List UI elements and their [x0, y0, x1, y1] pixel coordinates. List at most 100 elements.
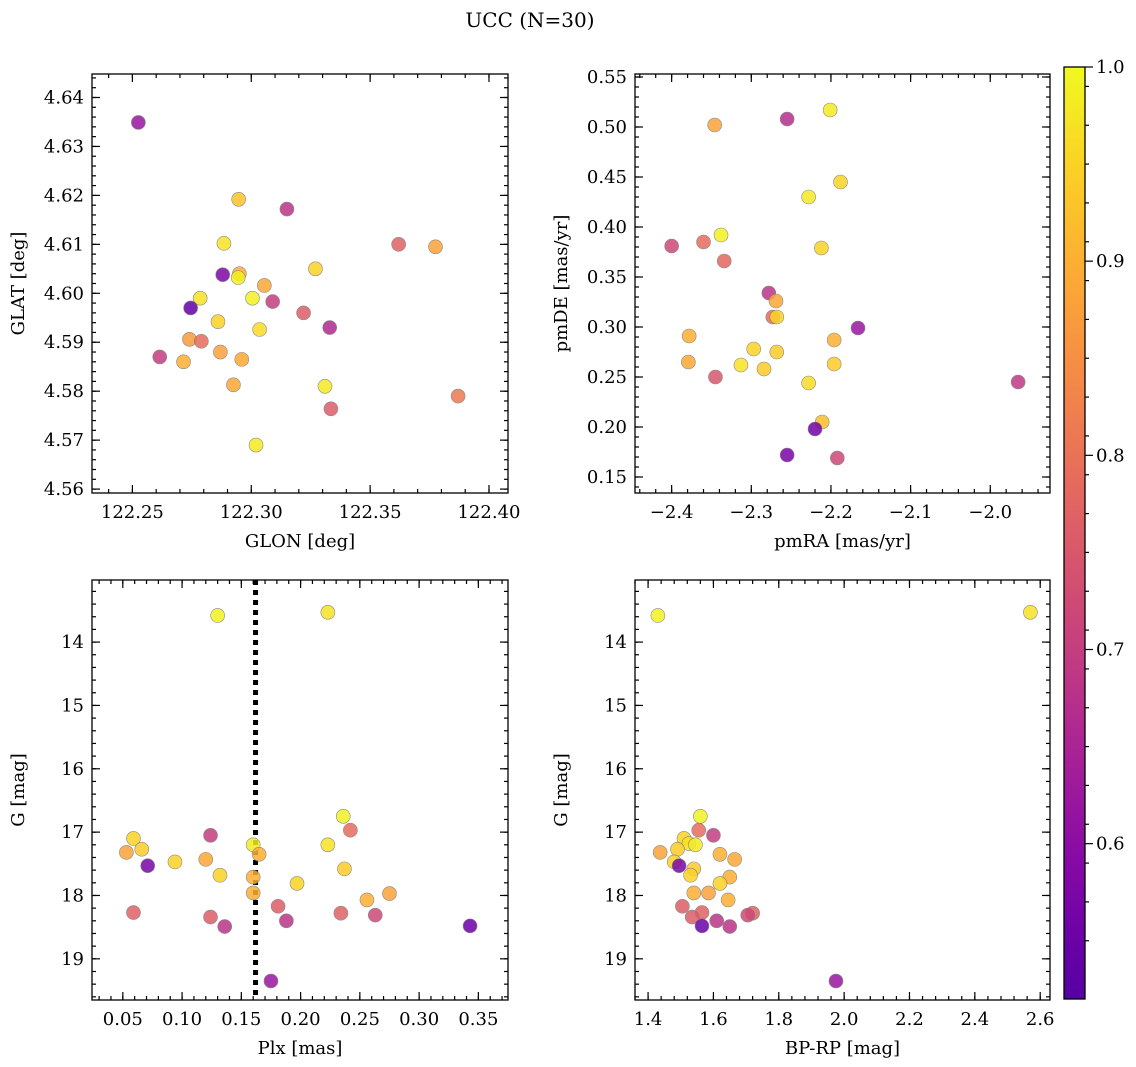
data-point [198, 852, 214, 867]
data-point [696, 234, 711, 250]
x-tick-label: 0.05 [103, 1009, 143, 1030]
data-point [713, 227, 729, 243]
y-tick-label: 16 [61, 759, 84, 780]
data-point [212, 867, 228, 883]
data-point [675, 898, 690, 914]
data-point [203, 827, 218, 843]
data-point [768, 293, 784, 309]
data-point [686, 885, 702, 901]
data-point [245, 885, 261, 901]
data-point [296, 305, 311, 321]
data-point [720, 892, 736, 908]
y-tick-label: 19 [604, 949, 627, 970]
x-tick-label: −2.3 [729, 502, 773, 523]
data-point [670, 841, 685, 857]
data-point [801, 189, 816, 205]
x-tick-label: 1.8 [764, 1009, 793, 1030]
data-point [119, 845, 134, 860]
x-tick-label: 122.40 [457, 502, 520, 523]
panel-plx-g: 0.05 0.10 0.15 0.20 0.25 0.30 0.35 14 15 16 17 18 19… [8, 579, 509, 1059]
data-point [192, 290, 208, 306]
x-tick-label: 0.25 [340, 1009, 380, 1030]
colorbar-tick-label: 0.7 [1096, 640, 1125, 661]
x-tick-label: 0.35 [458, 1009, 498, 1030]
data-point [826, 356, 842, 372]
x-tick-label: 122.35 [339, 502, 402, 523]
y-axis-label: G [mag] [8, 753, 29, 826]
data-point [722, 919, 738, 934]
data-point [270, 898, 286, 914]
data-point [814, 240, 829, 256]
data-point [320, 837, 336, 853]
y-tick-label: 14 [604, 632, 627, 653]
data-point [215, 267, 231, 282]
y-tick-label: 4.58 [44, 381, 84, 402]
data-point [779, 111, 795, 127]
data-point [707, 117, 722, 133]
data-point [367, 907, 383, 923]
y-tick-label: 0.20 [587, 417, 627, 438]
x-tick-label: 122.30 [220, 502, 283, 523]
data-point [428, 239, 443, 255]
data-point [693, 808, 708, 824]
data-point [712, 876, 728, 891]
data-point [652, 845, 668, 860]
y-tick-label: 0.25 [587, 367, 627, 388]
colorbar-tick-label: 0.9 [1096, 251, 1125, 272]
x-axis-label: GLON [deg] [245, 531, 355, 552]
data-point [252, 322, 267, 337]
x-axis-label: BP-RP [mag] [785, 1038, 900, 1059]
x-tick-label: −2.2 [809, 502, 853, 523]
x-tick-label: 0.30 [399, 1009, 439, 1030]
data-point [769, 344, 785, 360]
data-point [131, 115, 146, 130]
data-point [746, 341, 761, 357]
y-axis-label: GLAT [deg] [8, 232, 29, 336]
data-point [183, 300, 198, 316]
data-point [279, 913, 294, 929]
data-point [712, 846, 728, 862]
data-point [152, 349, 168, 365]
y-tick-label: 18 [61, 885, 84, 906]
data-point [694, 918, 710, 934]
y-tick-label: 4.64 [44, 87, 84, 108]
data-point [322, 320, 338, 335]
data-point [359, 892, 375, 908]
x-tick-label: 1.6 [699, 1009, 728, 1030]
x-tick-label: 122.25 [101, 502, 164, 523]
colorbar-gradient [1064, 67, 1085, 999]
x-tick-label: 0.15 [221, 1009, 261, 1030]
data-point [343, 822, 358, 838]
data-point [681, 328, 697, 344]
data-point [727, 852, 742, 867]
data-point [210, 314, 226, 329]
x-axis-label: pmRA [mas/yr] [774, 531, 911, 552]
data-point [801, 375, 816, 391]
data-point [245, 869, 261, 885]
data-point [257, 278, 272, 293]
data-point [706, 827, 721, 843]
data-point [807, 421, 823, 437]
data-point [822, 102, 838, 118]
data-point [684, 909, 700, 925]
data-point [176, 354, 191, 370]
y-axis-label: G [mag] [551, 753, 572, 826]
y-tick-label: 4.61 [44, 234, 84, 255]
data-point [245, 290, 260, 306]
figure-title: UCC (N=30) [465, 8, 594, 32]
data-point [709, 913, 724, 929]
data-point [126, 831, 141, 846]
data-point [830, 450, 845, 466]
axes-frame [91, 579, 509, 1001]
data-point [263, 973, 279, 989]
data-point [450, 388, 466, 404]
data-point [681, 354, 696, 370]
x-tick-label: 0.20 [281, 1009, 321, 1030]
y-tick-label: 0.45 [587, 167, 627, 188]
y-tick-label: 19 [61, 949, 84, 970]
data-point [691, 822, 707, 838]
data-point [230, 270, 246, 285]
data-point [217, 919, 233, 934]
colorbar-tick-label: 0.6 [1096, 834, 1125, 855]
